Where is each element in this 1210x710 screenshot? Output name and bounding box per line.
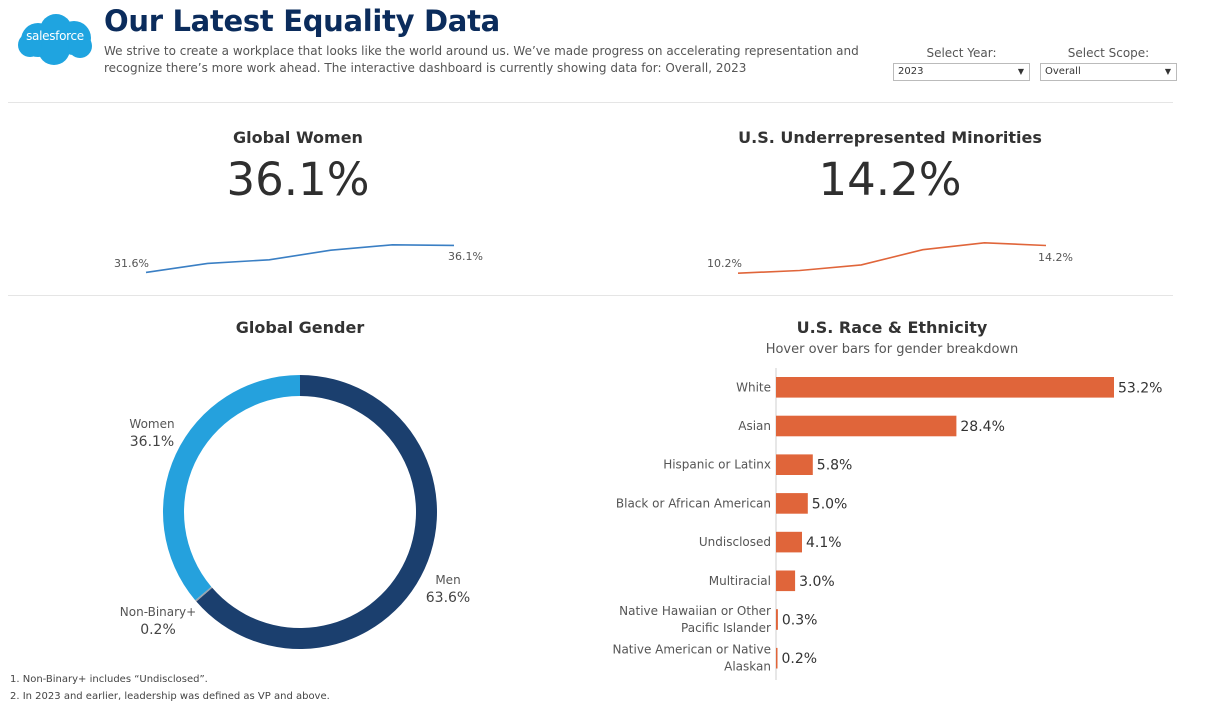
women-donut-label: Women 36.1% [122,415,182,451]
women-sparkline [145,243,455,274]
bar[interactable] [776,493,808,514]
donut-slice-women[interactable] [162,375,300,601]
bar-category-label: Native Hawaiian or Other [619,604,771,618]
gender-title: Global Gender [235,318,365,337]
urm-sparkline [737,241,1047,274]
header-divider [8,102,1173,103]
bar-category-label: White [736,380,771,394]
logo-text: salesforce [26,29,84,43]
women-spark-start-label: 31.6% [114,257,149,270]
scope-filter-label: Select Scope: [1067,46,1150,60]
bar-category-label: Multiracial [709,574,771,588]
footnote-1: 1. Non-Binary+ includes “Undisclosed”. [10,674,208,685]
year-select-value: 2023 [898,66,924,77]
bar-value-label: 5.0% [812,496,848,512]
donut-slice-non-binary[interactable] [195,586,213,602]
race-bar-chart: 53.2% White 28.4% Asian 5.8% Hispanic or Lati… [612,368,1162,680]
bar[interactable] [776,609,778,630]
bar-category-label: Undisclosed [699,535,771,549]
cloud-logo-icon [18,14,92,65]
women-sparkline-line [145,243,455,274]
scope-filter: Select Scope: Overall ▼ [1040,46,1177,81]
women-spark-end-label: 36.1% [448,250,483,263]
footnote-2: 2. In 2023 and earlier, leadership was d… [10,691,330,702]
bar-category-label: Alaskan [724,660,771,674]
bar-value-label: 0.3% [782,613,818,629]
bar-category-label: Hispanic or Latinx [663,458,771,472]
men-label: Men [435,573,461,587]
gender-donut-chart [162,375,437,649]
kpi-divider [8,295,1173,296]
bar[interactable] [776,531,802,553]
bar-value-label: 4.1% [806,535,842,551]
chevron-down-icon: ▼ [1017,67,1024,76]
urm-spark-end-label: 14.2% [1038,251,1073,264]
nb-donut-label: Non-Binary+ 0.2% [112,603,204,639]
bar-value-label: 53.2% [1118,380,1162,396]
chevron-down-icon: ▼ [1164,67,1171,76]
race-subtitle: Hover over bars for gender breakdown [765,342,1019,357]
bar-value-label: 3.0% [799,574,835,590]
salesforce-logo: salesforce [16,12,94,66]
bar[interactable] [776,377,1114,398]
scope-select-value: Overall [1045,66,1081,77]
kpi-urm-title: U.S. Underrepresented Minorities [738,128,1042,147]
nb-label: Non-Binary+ [119,605,197,619]
bar-value-label: 28.4% [960,419,1004,435]
year-filter-label: Select Year: [926,46,997,60]
kpi-urm-value: 14.2% [818,153,962,206]
women-pct: 36.1% [129,434,175,450]
urm-spark-start-label: 10.2% [707,257,742,270]
donut-slice-men[interactable] [196,375,437,649]
kpi-women-title: Global Women [233,128,363,147]
urm-sparkline-line [737,241,1047,274]
kpi-women-value: 36.1% [226,153,370,206]
men-donut-label: Men 63.6% [418,571,478,607]
women-label: Women [129,417,175,431]
year-select[interactable]: 2023 ▼ [893,63,1030,81]
bar-category-label: Asian [738,419,771,433]
bar[interactable] [776,647,778,669]
bar-value-label: 5.8% [817,458,853,474]
bar[interactable] [776,570,796,592]
scope-select[interactable]: Overall ▼ [1040,63,1177,81]
bar-value-label: 0.2% [782,651,818,667]
bar[interactable] [776,415,957,437]
dashboard-header: salesforce Our Latest Equality Data We s… [0,0,1210,100]
page-subtitle: We strive to create a workplace that loo… [104,44,859,75]
bar[interactable] [776,454,813,475]
race-title: U.S. Race & Ethnicity [796,318,988,337]
bar-category-label: Pacific Islander [681,621,771,635]
bar-category-label: Black or African American [616,496,771,510]
men-pct: 63.6% [425,590,471,606]
nb-pct: 0.2% [140,622,176,638]
page-title: Our Latest Equality Data [104,4,500,38]
year-filter: Select Year: 2023 ▼ [893,46,1030,81]
bar-category-label: Native American or Native [612,643,771,657]
